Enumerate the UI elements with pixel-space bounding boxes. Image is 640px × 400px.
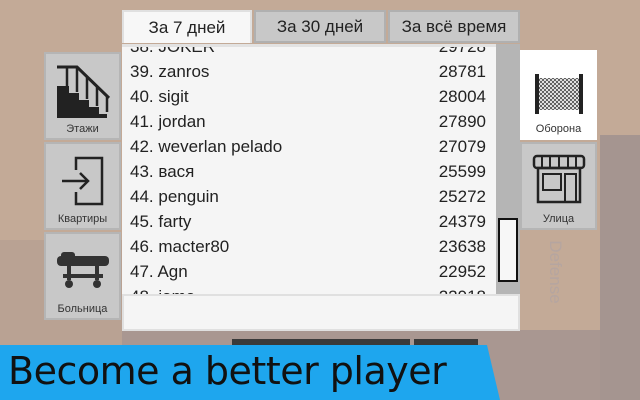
- leaderboard-row: 44. penguin 25272: [130, 184, 486, 209]
- tab-30-days[interactable]: За 30 дней: [254, 10, 386, 43]
- leaderboard-row: 43. вася 25599: [130, 159, 486, 184]
- leaderboard-row: 47. Agn 22952: [130, 259, 486, 284]
- leaderboard-row: 46. macter80 23638: [130, 234, 486, 259]
- leaderboard-row: 45. farty 24379: [130, 209, 486, 234]
- background-wall-right: [600, 135, 640, 400]
- player-score: 22918: [438, 287, 486, 298]
- leaderboard-row: 48. iame 22918: [130, 284, 486, 298]
- background-object: [414, 339, 478, 347]
- tab-7-days[interactable]: За 7 дней: [122, 10, 252, 43]
- menu-apartments-label: Квартиры: [57, 213, 108, 225]
- player-rank: 47.: [130, 262, 154, 281]
- player-score: 28004: [438, 87, 486, 106]
- player-rank: 38.: [130, 44, 154, 56]
- player-name: weverlan pelado: [158, 137, 283, 156]
- player-name: iame: [158, 287, 196, 298]
- menu-apartments-button[interactable]: Квартиры: [44, 142, 121, 230]
- leaderboard-list[interactable]: 38. JOKER 29728 39. zanros 28781 40. sigit 28…: [122, 44, 496, 298]
- leaderboard-row: 39. zanros 28781: [130, 59, 486, 84]
- player-rank: 42.: [130, 137, 154, 156]
- scrollbar-thumb[interactable]: [498, 218, 518, 282]
- menu-street-label: Улица: [542, 213, 575, 225]
- player-name: JOKER: [158, 44, 216, 56]
- player-score: 23638: [438, 237, 486, 256]
- player-name: zanros: [158, 62, 210, 81]
- leaderboard-row: 40. sigit 28004: [130, 84, 486, 109]
- scrollbar[interactable]: [496, 44, 520, 298]
- player-score: 29728: [438, 44, 486, 56]
- menu-floors-button[interactable]: Этажи: [44, 52, 121, 140]
- leaderboard-footer: [122, 294, 520, 331]
- leaderboard-row: 38. JOKER 29728: [130, 44, 486, 59]
- menu-street-button[interactable]: Улица: [520, 142, 597, 230]
- player-name: macter80: [158, 237, 230, 256]
- defense-caption: Defense: [546, 240, 565, 304]
- player-rank: 45.: [130, 212, 154, 231]
- menu-defense-label: Оборона: [535, 123, 582, 135]
- player-name: farty: [158, 212, 192, 231]
- player-rank: 46.: [130, 237, 154, 256]
- player-name: Agn: [157, 262, 188, 281]
- player-score: 27079: [438, 137, 486, 156]
- player-score: 27890: [438, 112, 486, 131]
- player-rank: 44.: [130, 187, 154, 206]
- player-name: penguin: [158, 187, 219, 206]
- tab-all-time[interactable]: За всё время: [388, 10, 520, 43]
- player-score: 28781: [438, 62, 486, 81]
- promo-banner: Become a better player: [0, 345, 500, 400]
- background-object: [232, 339, 410, 347]
- menu-hospital-button[interactable]: Больница: [44, 232, 121, 320]
- player-score: 22952: [438, 262, 486, 281]
- menu-hospital-label: Больница: [57, 303, 108, 315]
- player-rank: 41.: [130, 112, 154, 131]
- door-enter-icon: [61, 156, 103, 206]
- shop-icon: [532, 154, 585, 204]
- fence-icon: [534, 74, 583, 114]
- player-name: jordan: [158, 112, 206, 131]
- menu-floors-label: Этажи: [66, 123, 99, 135]
- hospital-bed-icon: [56, 252, 109, 288]
- stairs-icon: [56, 65, 110, 118]
- player-rank: 40.: [130, 87, 154, 106]
- player-score: 25272: [438, 187, 486, 206]
- player-rank: 39.: [130, 62, 154, 81]
- leaderboard-row: 41. jordan 27890: [130, 109, 486, 134]
- player-score: 24379: [438, 212, 486, 231]
- player-rank: 48.: [130, 287, 154, 298]
- player-name: вася: [158, 162, 195, 181]
- player-name: sigit: [158, 87, 189, 106]
- promo-banner-text: Become a better player: [8, 349, 447, 393]
- player-rank: 43.: [130, 162, 154, 181]
- menu-defense-button[interactable]: Оборона: [520, 50, 597, 140]
- player-score: 25599: [438, 162, 486, 181]
- leaderboard-row: 42. weverlan pelado 27079: [130, 134, 486, 159]
